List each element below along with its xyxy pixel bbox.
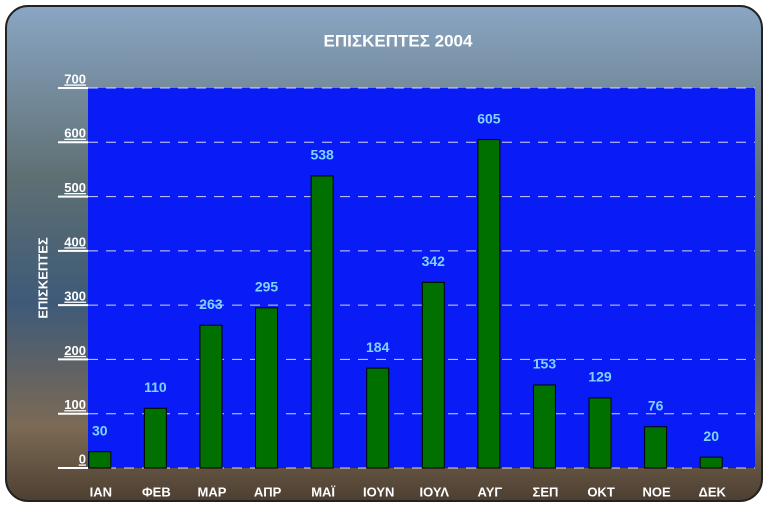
plot-area [88, 88, 755, 468]
bar [588, 397, 612, 469]
value-label: 605 [477, 110, 501, 126]
bar [644, 426, 668, 469]
value-label: 263 [199, 296, 223, 312]
value-label: 30 [92, 422, 108, 438]
x-tick-label: ΟΚΤ [587, 484, 615, 499]
y-tick-label: 700 [64, 71, 86, 86]
x-tick-label: ΙΟΥΛ [420, 484, 450, 499]
y-tick-label: 200 [64, 343, 86, 358]
value-label: 538 [310, 147, 334, 163]
value-label: 153 [533, 356, 557, 372]
bar [255, 307, 279, 469]
bar [477, 139, 501, 469]
bar [532, 384, 556, 469]
bar [421, 281, 445, 469]
y-tick-label: 0 [79, 451, 86, 466]
x-tick-label: ΜΑΡ [198, 484, 227, 499]
value-label: 20 [703, 428, 719, 444]
x-tick-label: ΙΟΥΝ [363, 484, 394, 499]
y-tick-label: 100 [64, 397, 86, 412]
value-label: 184 [366, 339, 390, 355]
y-tick-label: 400 [64, 234, 86, 249]
x-tick-label: ΦΕΒ [142, 484, 171, 499]
x-tick-label: ΣΕΠ [533, 484, 559, 499]
x-tick-label: ΑΥΓ [478, 484, 503, 499]
value-label: 295 [255, 279, 279, 295]
x-tick-label: ΙΑΝ [90, 484, 112, 499]
y-tick-label: 300 [64, 289, 86, 304]
bar [699, 456, 723, 469]
value-label: 129 [588, 369, 612, 385]
value-label: 342 [422, 253, 446, 269]
bar [199, 324, 223, 469]
value-label: 76 [648, 397, 664, 413]
y-tick-label: 500 [64, 180, 86, 195]
bar [310, 175, 334, 469]
x-tick-label: ΝΟΕ [643, 484, 672, 499]
x-tick-label: ΑΠΡ [254, 484, 282, 499]
x-tick-label: ΔΕΚ [699, 484, 727, 499]
value-label: 110 [144, 379, 167, 395]
chart-title: ΕΠΙΣΚΕΠΤΕΣ 2004 [324, 31, 473, 50]
x-tick-label: ΜΑΪ [311, 484, 335, 499]
y-axis-label: ΕΠΙΣΚΕΠΤΕΣ [35, 237, 50, 319]
y-tick-label: 600 [64, 126, 86, 141]
bar [366, 367, 390, 469]
bar [143, 407, 167, 469]
bar [88, 451, 112, 469]
